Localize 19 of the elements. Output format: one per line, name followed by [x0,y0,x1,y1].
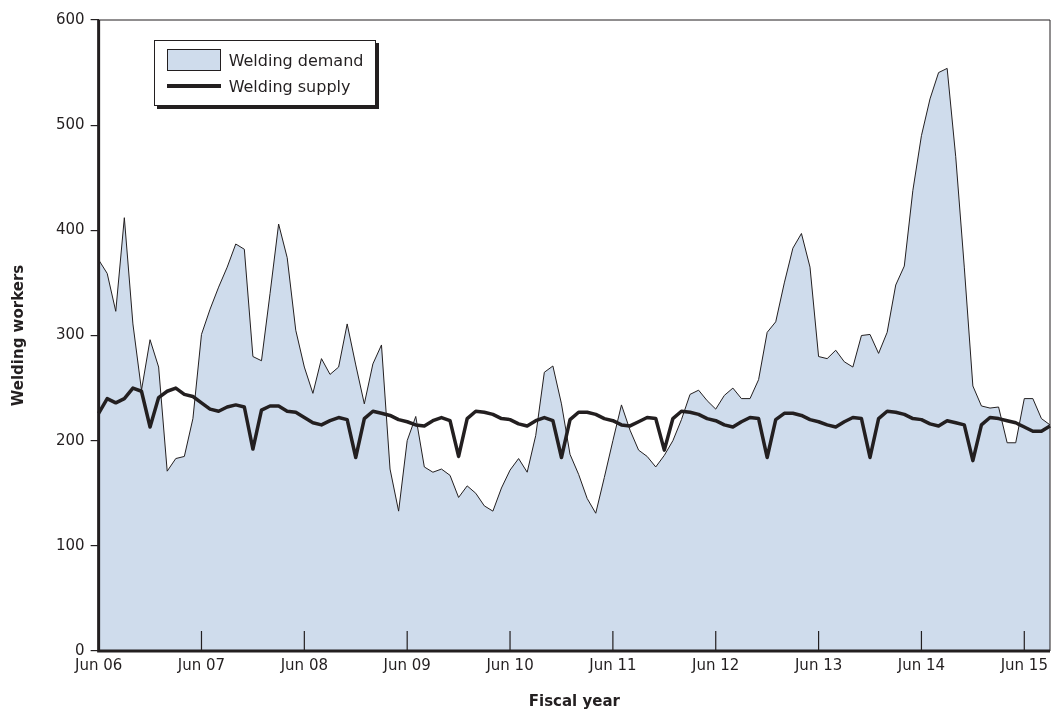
x-tick-label: Jun 08 [279,655,328,674]
x-tick-label: Jun 07 [176,655,226,674]
legend-label: Welding demand [228,50,364,70]
x-tick-label: Jun 12 [691,655,740,674]
y-tick-label: 600 [55,9,85,28]
y-tick-label: 100 [55,535,85,554]
y-tick-label: 200 [55,430,85,449]
x-tick-label: Jun 10 [485,655,534,674]
y-tick-label: 500 [55,115,85,134]
legend-label: Welding supply [228,76,351,96]
y-axis-title: Welding workers [8,264,27,407]
x-axis-title: Fiscal year [528,691,621,710]
x-tick-label: Jun 15 [999,655,1048,674]
x-tick-label: Jun 09 [382,655,431,674]
y-tick-label: 400 [55,220,85,239]
y-tick-label: 300 [55,325,85,344]
x-tick-label: Jun 13 [793,655,843,674]
x-tick-label: Jun 14 [896,655,946,674]
x-tick-label: Jun 11 [588,655,637,674]
